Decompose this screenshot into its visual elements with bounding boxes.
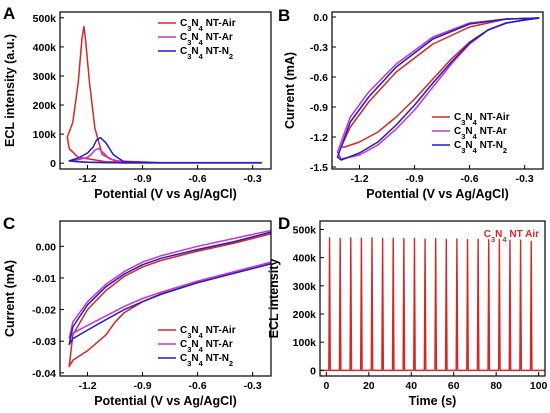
y-tick-label: 500k	[33, 13, 57, 25]
x-tick-label: -0.3	[244, 380, 262, 392]
y-tick-label: 100k	[33, 129, 57, 141]
y-tick-label: 200k	[33, 100, 57, 112]
panel-c: -1.2 -0.9 -0.6 -0.3 0.00 -0.01 -0.02 -0.03 -0.04…	[3, 214, 272, 408]
y-tick-label: 0.0	[313, 12, 328, 24]
plot-area	[68, 229, 271, 368]
y-tick-label: -0.9	[310, 102, 328, 114]
y-tick-label: 500k	[293, 224, 317, 236]
legend-label: C3N4 NT-Ar	[180, 339, 233, 354]
y-tick-label: 300k	[33, 71, 57, 83]
series-annotation: C3N4 NT Air	[484, 229, 539, 244]
x-axis-label: Potential (V vs Ag/AgCl)	[94, 187, 237, 201]
legend-label: C3N4 NT-Air	[180, 325, 236, 340]
y-tick-label: 400k	[33, 42, 57, 54]
y-tick-label: 0.00	[36, 241, 57, 253]
y-tick-label: -0.02	[32, 305, 56, 317]
y-tick-label: -1.5	[310, 162, 328, 174]
y-tick-label: 300k	[293, 281, 317, 293]
panel-a: -1.2 -0.9 -0.6 -0.3 0 100k 200k 300k 400k 500k Pot…	[3, 4, 272, 201]
panel-d: 0 20 40 60 80 100 0 100k 200k 300k 400k 500k Time (s…	[267, 214, 548, 408]
x-axis-label: Time (s)	[409, 394, 457, 408]
y-axis-label: ECL intensity	[267, 259, 281, 339]
plot-frame	[59, 11, 272, 170]
y-tick-label: 0	[310, 365, 316, 377]
y-tick-label: 100k	[293, 337, 317, 349]
y-tick-label: 200k	[293, 309, 317, 321]
series-line-1	[340, 17, 540, 148]
y-axis-label: Current (mA)	[283, 52, 297, 129]
y-tick-label: -0.01	[32, 273, 56, 285]
series-line-2	[68, 229, 271, 339]
panel-label: A	[3, 4, 15, 23]
panel-label: D	[278, 214, 290, 233]
series-line-3	[68, 136, 262, 164]
panel-b: -1.2 -0.9 -0.6 -0.3 0.0 -0.3 -0.6 -0.9 -1.2 -1.5 P…	[278, 6, 544, 201]
y-tick-label: -1.2	[310, 132, 328, 144]
legend-label: C3N4 NT-Ar	[454, 126, 507, 141]
x-tick-label: 20	[363, 380, 375, 392]
legend-label: C3N4 NT-N2	[180, 46, 233, 61]
series-line-1	[320, 237, 545, 372]
x-axis-label: Potential (V vs Ag/AgCl)	[94, 394, 237, 408]
series-line-1	[66, 25, 262, 164]
x-tick-label: -0.3	[244, 173, 262, 185]
series-line-3	[336, 17, 540, 161]
y-tick-label: 0	[50, 158, 56, 170]
x-tick-label: -1.2	[350, 173, 368, 185]
x-tick-label: 60	[448, 380, 460, 392]
x-tick-label: -0.9	[134, 173, 152, 185]
series-line-3	[68, 231, 271, 346]
x-tick-label: -0.9	[406, 173, 424, 185]
x-tick-label: -0.6	[461, 173, 479, 185]
x-tick-label: -0.6	[189, 380, 207, 392]
x-axis-label: Potential (V vs Ag/AgCl)	[366, 187, 509, 201]
x-tick-label: 100	[530, 380, 548, 392]
legend-label: C3N4 NT-N2	[454, 140, 507, 155]
x-tick-label: -1.2	[78, 380, 96, 392]
plot-frame	[331, 11, 544, 170]
plot-area	[336, 17, 540, 161]
legend-label: C3N4 NT-N2	[180, 353, 233, 368]
legend-label: C3N4 NT-Ar	[180, 32, 233, 47]
y-tick-label: -0.04	[32, 368, 56, 380]
x-tick-label: 0	[323, 380, 329, 392]
x-tick-label: -0.6	[189, 173, 207, 185]
legend-label: C3N4 NT-Air	[180, 18, 236, 33]
legend-label: C3N4 NT-Air	[454, 112, 510, 127]
x-tick-label: -0.3	[516, 173, 534, 185]
y-tick-label: -0.03	[32, 336, 56, 348]
x-tick-label: 80	[490, 380, 502, 392]
y-tick-label: -0.6	[310, 72, 328, 84]
panel-label: B	[278, 6, 290, 25]
y-tick-label: 400k	[293, 253, 317, 265]
y-axis-label: Current (mA)	[3, 260, 17, 337]
y-tick-label: -0.3	[310, 42, 328, 54]
x-tick-label: -0.9	[134, 380, 152, 392]
plot-area	[66, 25, 262, 164]
plot-area	[320, 237, 545, 372]
x-tick-label: -1.2	[78, 173, 96, 185]
plot-frame	[59, 220, 272, 377]
y-axis-label: ECL intensity (a.u.)	[3, 34, 17, 147]
x-tick-label: 40	[405, 380, 417, 392]
plot-frame	[319, 220, 546, 377]
panel-label: C	[3, 214, 15, 233]
